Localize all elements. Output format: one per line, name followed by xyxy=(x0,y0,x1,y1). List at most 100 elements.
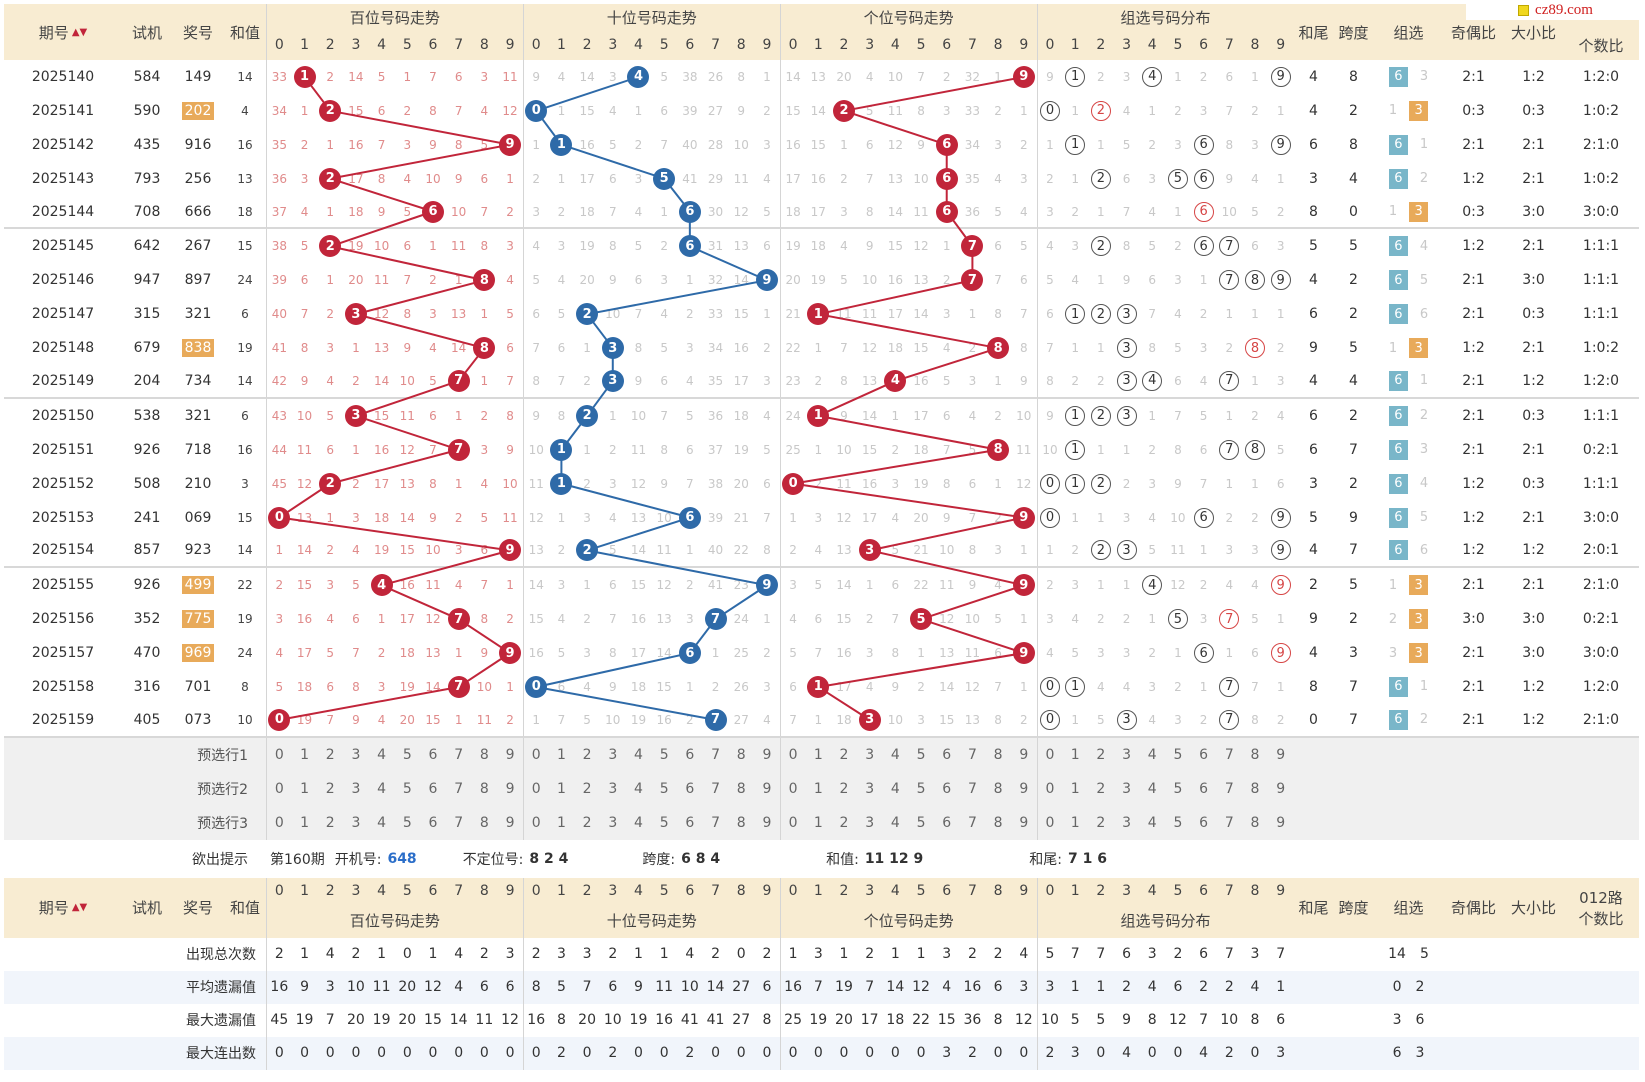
preselect-digit[interactable]: 9 xyxy=(1267,805,1294,840)
preselect-digit[interactable]: 5 xyxy=(1165,771,1191,806)
preselect-digit[interactable]: 0 xyxy=(779,737,806,772)
preselect-digit[interactable]: 4 xyxy=(1139,737,1166,772)
preselect-digit[interactable]: 3 xyxy=(856,771,883,806)
preselect-digit[interactable]: 8 xyxy=(1242,737,1268,772)
preselect-digit[interactable]: 4 xyxy=(1139,771,1166,806)
preselect-digit[interactable]: 5 xyxy=(394,737,421,772)
preselect-digit[interactable]: 8 xyxy=(471,737,498,772)
preselect-digit[interactable]: 9 xyxy=(754,737,780,772)
preselect-digit[interactable]: 2 xyxy=(574,771,600,806)
preselect-digit[interactable]: 2 xyxy=(831,771,857,806)
preselect-digit[interactable]: 1 xyxy=(805,771,832,806)
preselect-digit[interactable]: 2 xyxy=(574,805,600,840)
preselect-digit[interactable]: 9 xyxy=(1267,737,1294,772)
preselect-digit[interactable]: 1 xyxy=(291,805,318,840)
preselect-digit[interactable]: 1 xyxy=(548,805,575,840)
preselect-digit[interactable]: 6 xyxy=(1190,805,1217,840)
preselect-digit[interactable]: 0 xyxy=(266,771,292,806)
preselect-digit[interactable]: 6 xyxy=(933,805,960,840)
preselect-digit[interactable]: 6 xyxy=(933,737,960,772)
preselect-digit[interactable]: 7 xyxy=(1216,771,1243,806)
preselect-digit[interactable]: 5 xyxy=(908,805,934,840)
preselect-digit[interactable]: 8 xyxy=(728,771,755,806)
preselect-digit[interactable]: 2 xyxy=(317,737,344,772)
preselect-digit[interactable]: 5 xyxy=(1165,805,1191,840)
preselect-digit[interactable]: 9 xyxy=(1010,805,1037,840)
preselect-digit[interactable]: 7 xyxy=(702,737,729,772)
preselect-digit[interactable]: 5 xyxy=(1165,737,1191,772)
preselect-digit[interactable]: 7 xyxy=(445,805,472,840)
preselect-digit[interactable]: 8 xyxy=(471,771,498,806)
preselect-digit[interactable]: 2 xyxy=(831,737,857,772)
preselect-digit[interactable]: 0 xyxy=(266,805,292,840)
preselect-digit[interactable]: 6 xyxy=(933,771,960,806)
preselect-digit[interactable]: 7 xyxy=(959,771,986,806)
preselect-digit[interactable]: 3 xyxy=(343,737,369,772)
preselect-digit[interactable]: 7 xyxy=(1216,805,1243,840)
preselect-digit[interactable]: 1 xyxy=(805,805,832,840)
preselect-digit[interactable]: 4 xyxy=(625,805,652,840)
preselect-digit[interactable]: 2 xyxy=(1088,737,1114,772)
preselect-digit[interactable]: 0 xyxy=(1036,737,1063,772)
preselect-digit[interactable]: 0 xyxy=(522,805,549,840)
preselect-digit[interactable]: 0 xyxy=(266,737,292,772)
preselect-digit[interactable]: 5 xyxy=(651,771,677,806)
preselect-digit[interactable]: 2 xyxy=(317,771,344,806)
preselect-digit[interactable]: 8 xyxy=(471,805,498,840)
preselect-digit[interactable]: 8 xyxy=(1242,805,1268,840)
preselect-digit[interactable]: 9 xyxy=(754,805,780,840)
preselect-digit[interactable]: 6 xyxy=(677,737,703,772)
preselect-digit[interactable]: 8 xyxy=(985,805,1011,840)
preselect-digit[interactable]: 3 xyxy=(599,737,626,772)
preselect-digit[interactable]: 8 xyxy=(1242,771,1268,806)
preselect-digit[interactable]: 0 xyxy=(1036,771,1063,806)
preselect-digit[interactable]: 0 xyxy=(1036,805,1063,840)
preselect-digit[interactable]: 3 xyxy=(599,771,626,806)
preselect-digit[interactable]: 4 xyxy=(882,737,909,772)
preselect-digit[interactable]: 3 xyxy=(1113,737,1140,772)
preselect-digit[interactable]: 7 xyxy=(702,805,729,840)
preselect-digit[interactable]: 5 xyxy=(651,805,677,840)
preselect-digit[interactable]: 4 xyxy=(625,771,652,806)
preselect-digit[interactable]: 4 xyxy=(368,737,395,772)
preselect-digit[interactable]: 7 xyxy=(959,737,986,772)
preselect-digit[interactable]: 7 xyxy=(445,737,472,772)
preselect-digit[interactable]: 3 xyxy=(1113,771,1140,806)
preselect-digit[interactable]: 2 xyxy=(317,805,344,840)
preselect-digit[interactable]: 2 xyxy=(574,737,600,772)
preselect-digit[interactable]: 7 xyxy=(445,771,472,806)
preselect-digit[interactable]: 8 xyxy=(985,737,1011,772)
preselect-digit[interactable]: 7 xyxy=(702,771,729,806)
preselect-digit[interactable]: 1 xyxy=(1062,805,1088,840)
preselect-digit[interactable]: 3 xyxy=(343,771,369,806)
preselect-digit[interactable]: 8 xyxy=(728,737,755,772)
preselect-digit[interactable]: 1 xyxy=(548,737,575,772)
preselect-digit[interactable]: 6 xyxy=(677,805,703,840)
preselect-digit[interactable]: 9 xyxy=(497,737,523,772)
preselect-digit[interactable]: 5 xyxy=(394,805,421,840)
preselect-digit[interactable]: 0 xyxy=(779,805,806,840)
preselect-digit[interactable]: 6 xyxy=(420,771,446,806)
preselect-digit[interactable]: 3 xyxy=(1113,805,1140,840)
preselect-digit[interactable]: 6 xyxy=(1190,771,1217,806)
preselect-digit[interactable]: 5 xyxy=(908,771,934,806)
footer-header-period-sort[interactable]: 期号 ▲▼ xyxy=(4,877,122,938)
preselect-digit[interactable]: 9 xyxy=(497,805,523,840)
preselect-digit[interactable]: 4 xyxy=(1139,805,1166,840)
preselect-digit[interactable]: 6 xyxy=(1190,737,1217,772)
preselect-digit[interactable]: 8 xyxy=(728,805,755,840)
preselect-digit[interactable]: 6 xyxy=(677,771,703,806)
preselect-digit[interactable]: 1 xyxy=(291,771,318,806)
preselect-digit[interactable]: 6 xyxy=(420,737,446,772)
preselect-digit[interactable]: 2 xyxy=(831,805,857,840)
preselect-digit[interactable]: 1 xyxy=(291,737,318,772)
preselect-digit[interactable]: 0 xyxy=(522,771,549,806)
preselect-digit[interactable]: 4 xyxy=(625,737,652,772)
preselect-digit[interactable]: 5 xyxy=(651,737,677,772)
preselect-digit[interactable]: 6 xyxy=(420,805,446,840)
preselect-digit[interactable]: 3 xyxy=(343,805,369,840)
preselect-digit[interactable]: 5 xyxy=(908,737,934,772)
preselect-digit[interactable]: 5 xyxy=(394,771,421,806)
preselect-digit[interactable]: 4 xyxy=(882,771,909,806)
preselect-digit[interactable]: 4 xyxy=(882,805,909,840)
